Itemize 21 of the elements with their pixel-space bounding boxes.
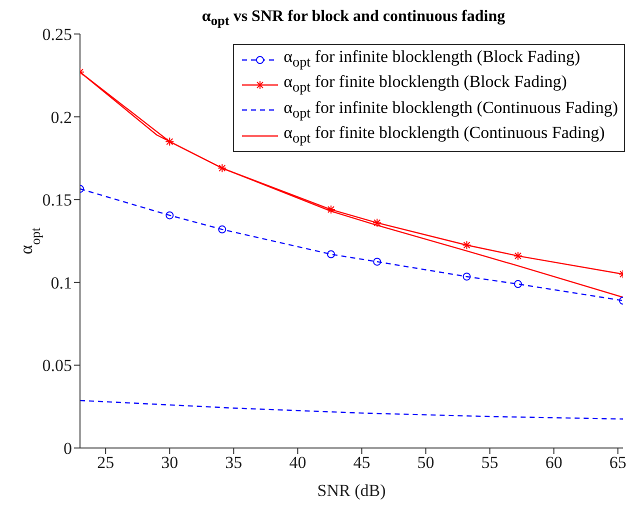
x-tick-label: 45	[353, 453, 370, 472]
x-axis-title: SNR (dB)	[317, 481, 386, 500]
x-tick-label: 25	[97, 453, 114, 472]
chart-title: α$_{opt}$ vs SNR for block and continuous fading	[202, 8, 506, 28]
legend-label: α$_{opt}$ for infinite blocklength (Block Fading)	[284, 47, 580, 72]
x-tick-label: 35	[225, 453, 242, 472]
y-tick-label: 0.15	[42, 190, 72, 210]
y-tick-label: 0	[64, 439, 72, 458]
x-tick-label: 30	[161, 453, 178, 472]
x-tick-label: 40	[289, 453, 306, 472]
legend-label: α$_{opt}$ for finite blocklength (Block Fading)	[284, 72, 567, 98]
legend-label: α$_{opt}$ for infinite blocklength (Continuous Fading)	[284, 98, 618, 124]
y-tick-label: 0.2	[50, 108, 72, 127]
y-tick-label: 0.25	[42, 25, 72, 44]
legend-label: α$_{opt}$ for finite blocklength (Continuous Fading)	[284, 123, 605, 149]
y-tick-label: 0.1	[50, 273, 72, 292]
x-tick-label: 65	[609, 453, 626, 472]
x-tick-label: 55	[481, 453, 498, 472]
y-tick-label: 0.05	[42, 356, 72, 376]
x-tick-label: 50	[417, 453, 434, 472]
x-tick-label: 60	[545, 453, 562, 472]
